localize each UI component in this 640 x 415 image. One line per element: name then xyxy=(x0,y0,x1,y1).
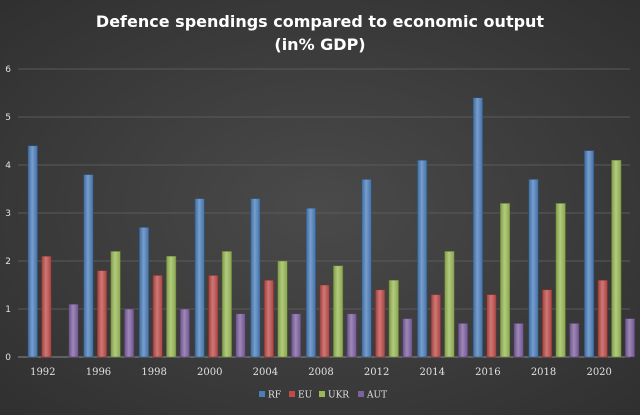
bar-aut-2016 xyxy=(513,323,524,358)
bar-eu-2016 xyxy=(486,294,497,358)
bar-eu-2008 xyxy=(319,284,330,358)
bar-aut-1996 xyxy=(124,308,135,358)
bar-ukr-2000 xyxy=(221,251,232,358)
x-axis: 1992 1996 1998 2000 2004 2008 2012 2014 2016 2018… xyxy=(30,367,612,378)
bar-eu-2012 xyxy=(375,289,386,358)
bar-rf-1992 xyxy=(27,145,38,358)
bar-rf-2008 xyxy=(305,207,316,358)
bar-ukr-1998 xyxy=(166,255,177,358)
bar-aut-1998 xyxy=(179,308,190,358)
bar-eu-1992 xyxy=(41,255,52,358)
legend-label-rf: RF xyxy=(268,391,281,401)
bar-aut-2020 xyxy=(624,318,635,358)
bar-aut-2012 xyxy=(402,318,413,358)
bar-rf-1996 xyxy=(83,174,94,358)
legend-swatch-ukr xyxy=(319,391,325,397)
x-tick-label: 2014 xyxy=(420,367,445,378)
bar-ukr-2018 xyxy=(555,203,566,358)
bar-rf-2014 xyxy=(417,159,428,358)
y-tick-label: 2 xyxy=(5,257,11,267)
bar-ukr-2016 xyxy=(500,203,511,358)
bar-ukr-2012 xyxy=(388,279,399,358)
y-tick-label: 5 xyxy=(5,113,11,123)
bar-eu-2000 xyxy=(208,275,219,358)
legend: RF EU UKR AUT xyxy=(259,391,387,401)
bar-aut-2014 xyxy=(458,323,469,358)
x-tick-label: 2016 xyxy=(475,367,500,378)
bar-aut-2004 xyxy=(291,313,302,358)
x-tick-label: 2004 xyxy=(253,367,278,378)
x-tick-label: 2012 xyxy=(364,367,389,378)
legend-swatch-aut xyxy=(358,391,364,397)
bar-eu-1998 xyxy=(152,275,163,358)
bar-eu-2018 xyxy=(542,289,553,358)
bar-aut-2000 xyxy=(235,313,246,358)
bar-rf-2016 xyxy=(472,97,483,358)
bar-eu-1996 xyxy=(96,270,107,358)
y-tick-label: 6 xyxy=(5,65,11,75)
legend-swatch-rf xyxy=(259,391,265,397)
x-tick-label: 2018 xyxy=(531,367,556,378)
bar-rf-2020 xyxy=(584,150,595,358)
legend-label-eu: EU xyxy=(298,391,313,401)
bar-eu-2020 xyxy=(597,279,608,358)
bar-rf-2004 xyxy=(250,198,261,358)
bar-rf-2012 xyxy=(361,179,372,358)
bar-aut-2008 xyxy=(346,313,357,358)
legend-label-aut: AUT xyxy=(366,391,387,401)
legend-label-ukr: UKR xyxy=(328,391,349,401)
bar-ukr-2014 xyxy=(444,251,455,358)
bar-aut-2018 xyxy=(569,323,580,358)
y-tick-label: 3 xyxy=(5,209,11,219)
bar-eu-2004 xyxy=(263,279,274,358)
bar-rf-2000 xyxy=(194,198,205,358)
y-axis: 0 1 2 3 4 5 6 xyxy=(5,65,11,363)
bar-eu-2014 xyxy=(430,294,441,358)
y-tick-label: 4 xyxy=(5,161,11,171)
bar-aut-1992 xyxy=(68,303,79,358)
bar-ukr-2008 xyxy=(333,265,344,358)
bar-rf-1998 xyxy=(139,227,150,358)
bar-ukr-1996 xyxy=(110,251,121,358)
x-tick-label: 2008 xyxy=(308,367,333,378)
bars xyxy=(27,97,635,358)
chart-title: Defence spendings compared to economic o… xyxy=(96,12,545,31)
bar-ukr-2004 xyxy=(277,260,288,358)
x-tick-label: 2000 xyxy=(197,367,222,378)
y-tick-label: 0 xyxy=(5,353,11,363)
x-tick-label: 1998 xyxy=(141,367,166,378)
bar-rf-2018 xyxy=(528,179,539,358)
x-tick-label: 1996 xyxy=(86,367,111,378)
x-tick-label: 1992 xyxy=(30,367,55,378)
x-tick-label: 2020 xyxy=(586,367,611,378)
bar-ukr-2020 xyxy=(611,159,622,358)
y-tick-label: 1 xyxy=(5,305,11,315)
legend-swatch-eu xyxy=(289,391,295,397)
chart-subtitle: (in% GDP) xyxy=(274,35,365,54)
